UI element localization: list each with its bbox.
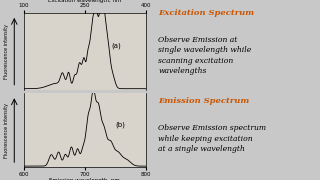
Text: (a): (a) [112, 42, 121, 49]
X-axis label: Emission wavelength, nm: Emission wavelength, nm [49, 178, 120, 180]
Text: Fluorescence intensity: Fluorescence intensity [4, 103, 10, 158]
Text: (b): (b) [115, 122, 125, 128]
X-axis label: Excitation wavelength, nm: Excitation wavelength, nm [48, 0, 122, 3]
Text: Observe Emission at
single wavelength while
scanning excitation
wavelengths: Observe Emission at single wavelength wh… [158, 36, 252, 75]
Text: Fluorescence intensity: Fluorescence intensity [4, 24, 10, 79]
Text: Observe Emission spectrum
while keeping excitation
at a single wavelength: Observe Emission spectrum while keeping … [158, 124, 267, 153]
Text: Excitation Spectrum: Excitation Spectrum [158, 9, 254, 17]
Text: Emission Spectrum: Emission Spectrum [158, 97, 250, 105]
